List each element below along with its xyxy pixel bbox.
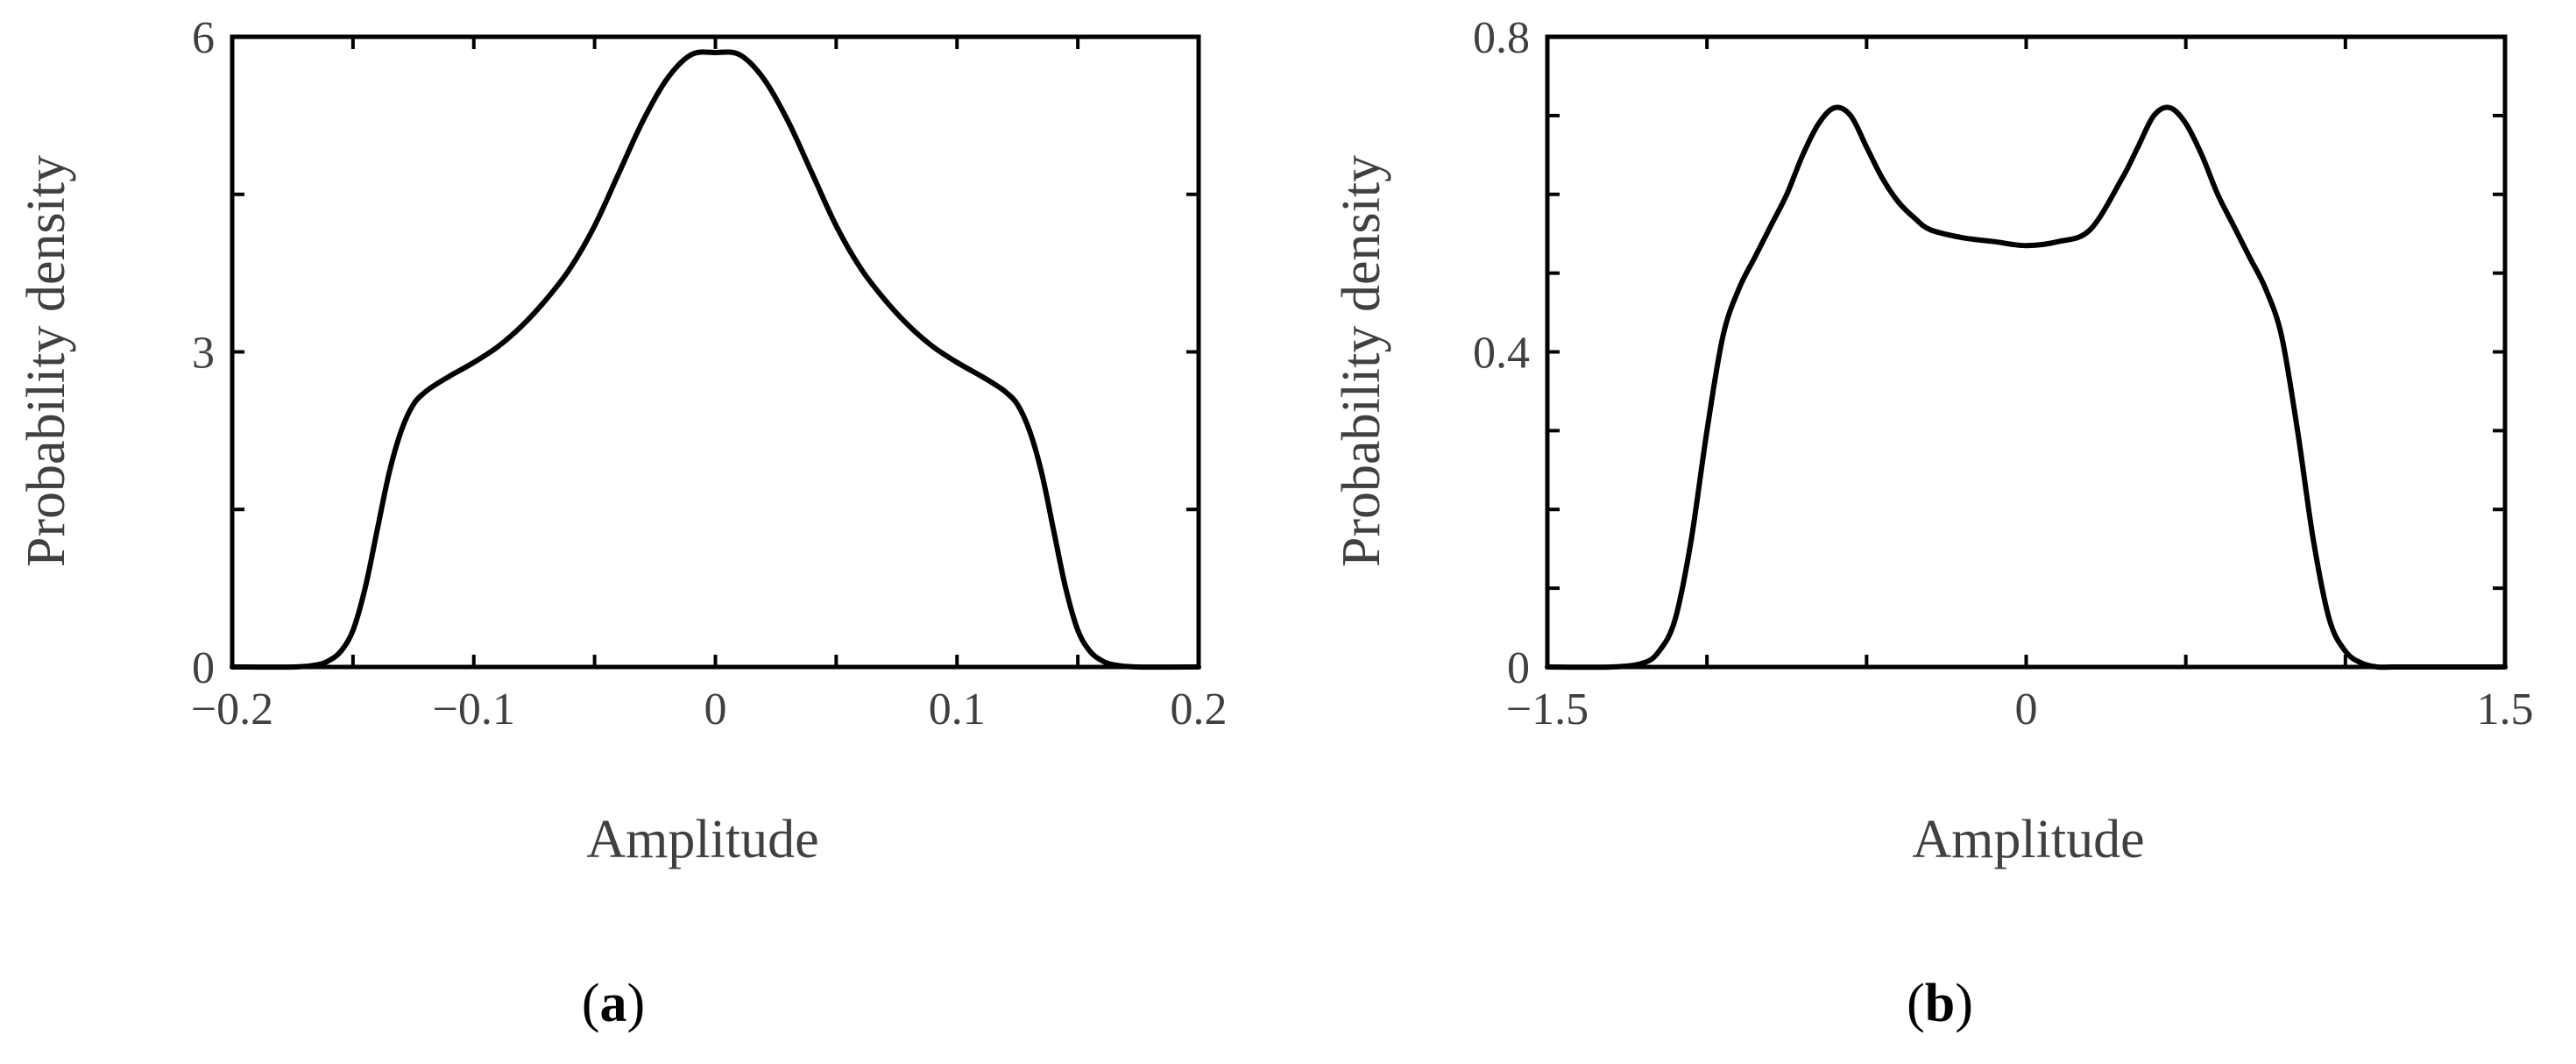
- panel-b-y-tick-labels: 0 0.4 0.8: [1473, 13, 1530, 693]
- panel-a-x-axis-title: Amplitude: [586, 810, 818, 869]
- x-tick-label: −0.2: [191, 685, 273, 734]
- y-tick-label: 3: [192, 329, 215, 379]
- x-tick-label: 0: [2015, 685, 2038, 734]
- x-tick-label: −1.5: [1506, 685, 1589, 734]
- panel-a-label: (a): [582, 974, 645, 1033]
- panel-a: −0.2 −0.1 0 0.1 0.2 0 3 6 Amplitude Probabilit…: [17, 13, 1228, 1033]
- panel-b-x-tick-labels: −1.5 0 1.5: [1506, 685, 2534, 734]
- panel-b-y-axis-title: Probability density: [1332, 155, 1391, 567]
- panel-a-y-tick-labels: 0 3 6: [192, 13, 215, 693]
- x-tick-label: 0: [704, 685, 727, 734]
- panel-a-density-curve: [230, 49, 1201, 670]
- y-tick-label: 0: [1507, 643, 1530, 693]
- panel-b-label: (b): [1907, 974, 1973, 1033]
- panel-a-x-tick-labels: −0.2 −0.1 0 0.1 0.2: [191, 685, 1228, 734]
- y-tick-label: 0.8: [1473, 13, 1530, 63]
- panel-a-y-axis-title: Probability density: [17, 155, 76, 567]
- panel-b-ticks: [1546, 35, 2507, 669]
- panel-b-x-axis-title: Amplitude: [1912, 810, 2144, 869]
- y-tick-label: 6: [192, 13, 215, 63]
- x-tick-label: 1.5: [2477, 685, 2534, 734]
- x-tick-label: −0.1: [433, 685, 515, 734]
- panel-b: −1.5 0 1.5 00.40.8 Amplitude Probability d…: [1332, 13, 2534, 1033]
- y-tick-label: 0.4: [1473, 329, 1530, 379]
- panel-a-ticks: [230, 35, 1200, 669]
- panel-b-density-curve: [1545, 104, 2508, 670]
- y-tick-label: 0: [192, 643, 215, 693]
- x-tick-label: 0.1: [929, 685, 986, 734]
- panel-a-axes-frame: [230, 34, 1201, 670]
- x-tick-label: 0.2: [1171, 685, 1228, 734]
- panel-b-axes-frame: [1545, 34, 2508, 670]
